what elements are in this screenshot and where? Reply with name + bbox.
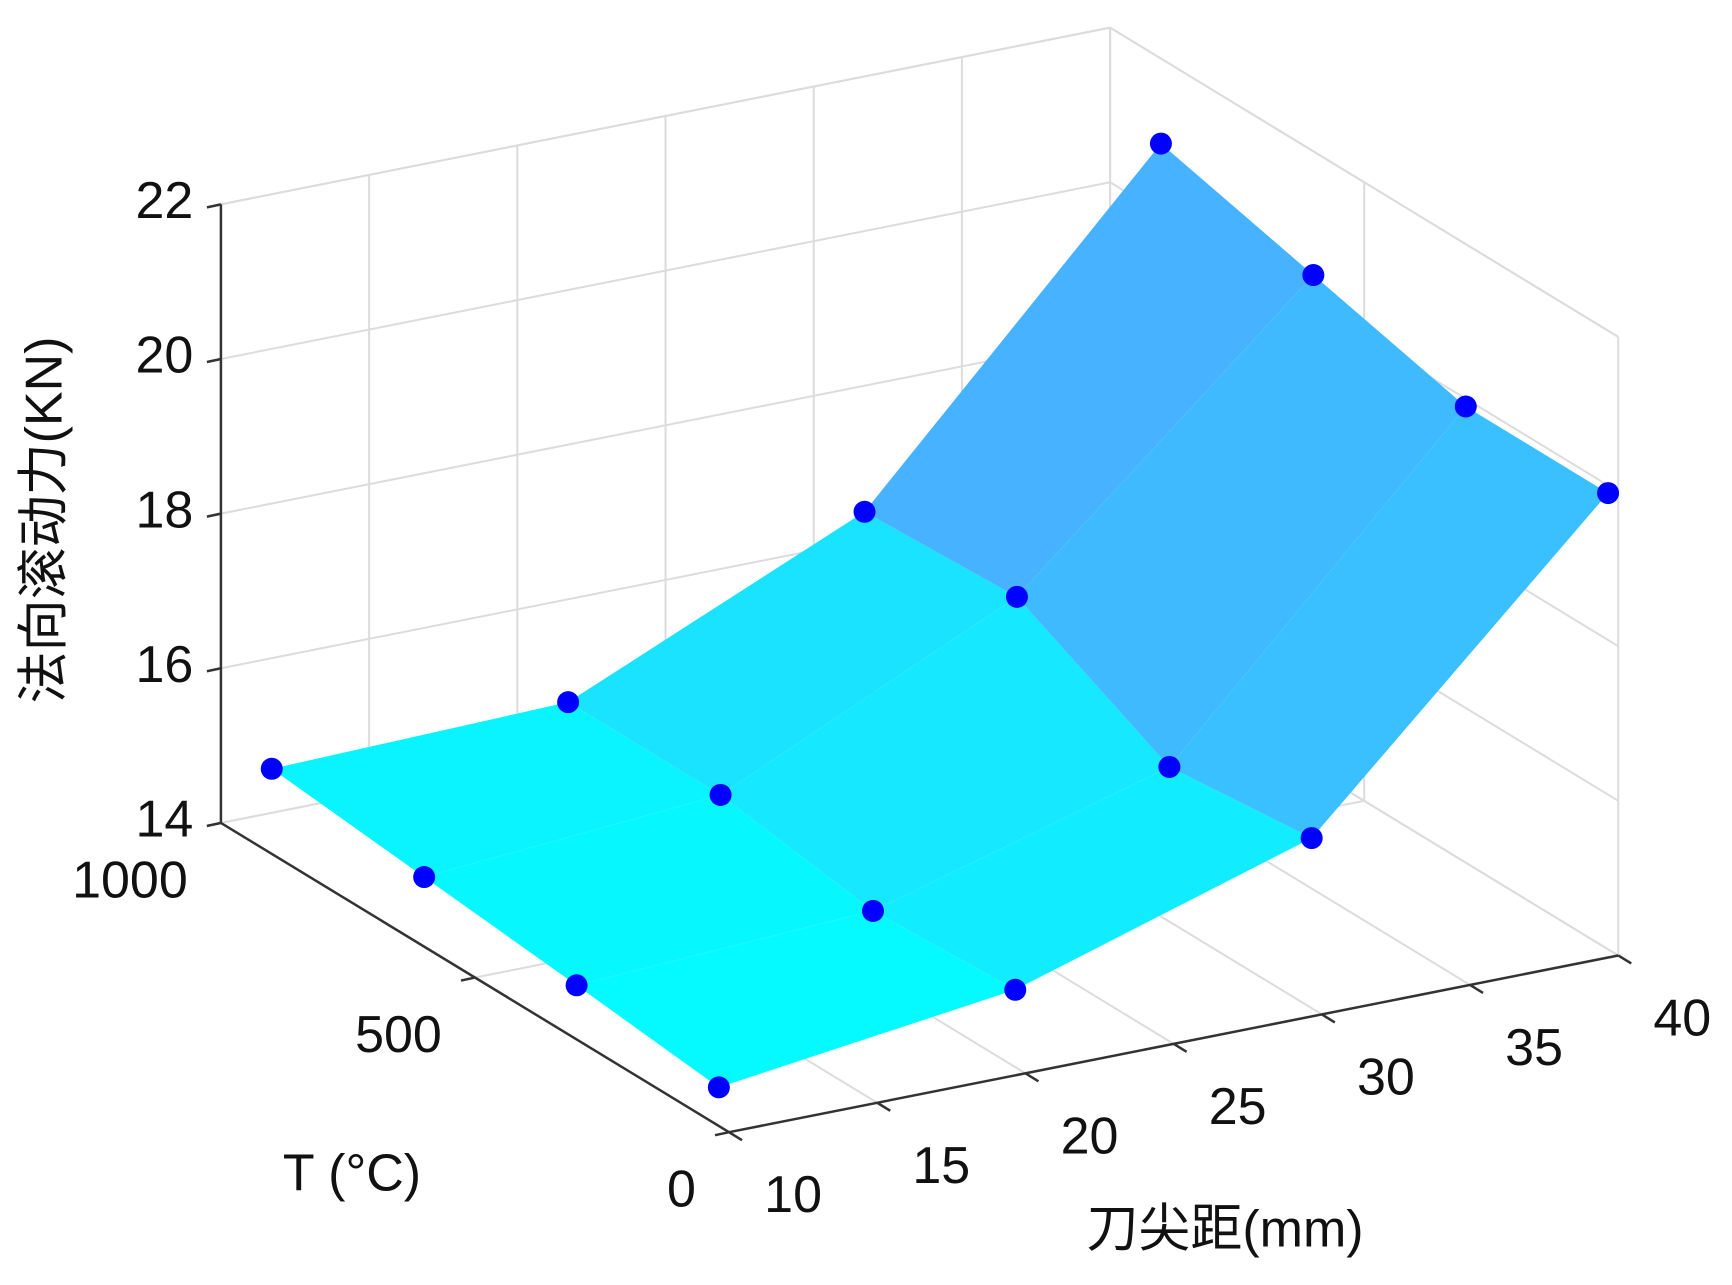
y-tick-label: 0 <box>667 1161 696 1219</box>
y-tick-label: 1000 <box>72 851 188 909</box>
x-tick <box>1024 1072 1040 1083</box>
surface-patch <box>720 596 1170 911</box>
z-tick <box>206 667 222 673</box>
x-tick-label: 15 <box>912 1137 970 1195</box>
x-tick <box>1321 1013 1336 1024</box>
x-tick <box>1469 983 1484 994</box>
surface-patch <box>576 910 1016 1088</box>
y-tick <box>714 1130 730 1137</box>
x-tick-label: 30 <box>1357 1048 1415 1106</box>
grid-line <box>220 335 1111 515</box>
y-tick <box>460 976 476 982</box>
z-tick-label: 16 <box>135 636 193 694</box>
x-tick-label: 35 <box>1505 1019 1563 1077</box>
data-point <box>565 974 588 997</box>
y-axis-label: T (°C) <box>283 1145 421 1203</box>
x-tick-label: 10 <box>764 1166 822 1224</box>
x-tick-label: 20 <box>1061 1107 1119 1165</box>
z-tick <box>206 821 222 828</box>
data-point <box>1005 585 1028 608</box>
x-tick <box>876 1101 891 1112</box>
data-point <box>557 691 580 714</box>
x-tick-label: 25 <box>1209 1078 1267 1136</box>
surface-patch <box>1016 275 1466 767</box>
y-tick-label: 500 <box>355 1006 442 1064</box>
surface-patch <box>864 143 1314 597</box>
z-tick <box>206 512 222 518</box>
x-tick-label: 40 <box>1653 989 1711 1047</box>
surface-patch <box>1169 406 1609 839</box>
z-tick-label: 22 <box>135 172 193 230</box>
z-tick <box>206 357 222 364</box>
data-point <box>853 500 876 523</box>
data-point <box>861 899 884 922</box>
data-point <box>1454 395 1477 418</box>
surface-patch <box>568 511 1017 795</box>
x-tick <box>1617 954 1632 965</box>
surface-patch <box>872 766 1312 990</box>
x-tick <box>728 1131 743 1142</box>
data-point <box>1302 264 1325 287</box>
data-point <box>1149 132 1172 155</box>
z-axis-label: 法向滚动力(KN) <box>16 337 74 704</box>
data-point <box>413 866 436 889</box>
data-point <box>1004 978 1027 1001</box>
box-edge <box>1109 26 1619 338</box>
data-point <box>1300 827 1323 850</box>
z-tick-label: 20 <box>135 327 193 385</box>
x-tick <box>1172 1042 1188 1053</box>
grid-line <box>220 181 1111 360</box>
data-point <box>707 1076 730 1099</box>
data-point <box>709 783 732 806</box>
surface-patch <box>424 794 873 986</box>
surface-patch <box>271 702 721 878</box>
z-tick-label: 18 <box>135 481 193 539</box>
z-tick <box>206 203 222 209</box>
z-tick-label: 14 <box>135 791 193 849</box>
x-axis-label: 刀尖距(mm) <box>1086 1201 1363 1259</box>
data-point <box>260 757 283 780</box>
data-point <box>1158 755 1181 778</box>
box-edge <box>220 26 1111 206</box>
data-point <box>1597 482 1620 505</box>
